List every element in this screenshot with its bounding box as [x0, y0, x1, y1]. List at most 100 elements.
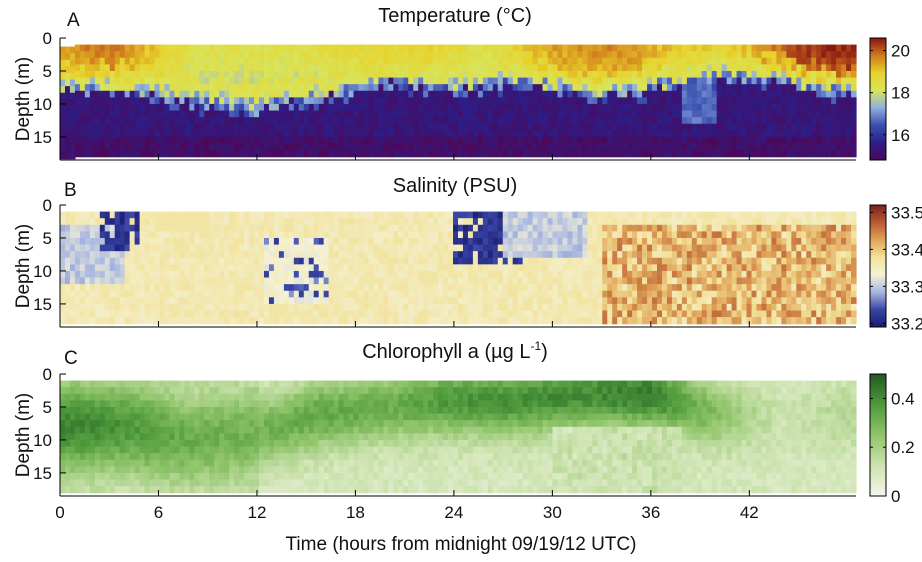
heatmap-cell	[283, 237, 290, 246]
heatmap-cell	[293, 303, 300, 312]
heatmap-cell	[696, 84, 703, 92]
heatmap-cell	[144, 103, 151, 112]
heatmap-cell	[448, 123, 454, 131]
heatmap-cell	[657, 110, 663, 118]
heatmap-cell	[647, 97, 653, 105]
heatmap-cell	[259, 224, 265, 232]
heatmap-cell	[204, 290, 210, 298]
heatmap-cell	[681, 110, 688, 118]
heatmap-cell	[249, 84, 255, 92]
heatmap-cell	[851, 84, 857, 92]
heatmap-cell	[776, 51, 782, 59]
heatmap-cell	[263, 136, 270, 145]
heatmap-cell	[169, 70, 176, 79]
heatmap-cell	[268, 264, 275, 272]
heatmap-cell	[353, 90, 360, 98]
heatmap-cell	[517, 237, 524, 246]
heatmap-cell	[288, 277, 295, 285]
heatmap-cell	[224, 123, 230, 131]
heatmap-cell	[119, 57, 126, 65]
heatmap-cell	[278, 103, 285, 112]
heatmap-cell	[74, 150, 81, 158]
heatmap-cell	[99, 237, 106, 246]
heatmap-cell	[189, 150, 195, 158]
heatmap-cell	[79, 277, 86, 285]
heatmap-cell	[836, 103, 842, 112]
heatmap-cell	[249, 231, 255, 239]
heatmap-cell	[751, 84, 758, 92]
heatmap-cell	[532, 277, 539, 285]
heatmap-cell	[64, 284, 71, 292]
heatmap-cell	[522, 297, 529, 305]
heatmap-cell	[353, 64, 360, 72]
heatmap-cell	[666, 84, 673, 92]
heatmap-cell	[224, 103, 230, 112]
heatmap-cell	[403, 84, 409, 92]
heatmap-cell	[348, 44, 355, 52]
heatmap-cell	[154, 64, 161, 72]
heatmap-cell	[433, 90, 439, 98]
heatmap-cell	[84, 90, 91, 98]
heatmap-cell	[60, 303, 66, 312]
heatmap-cell	[771, 117, 777, 125]
heatmap-cell	[517, 231, 524, 239]
heatmap-cell	[691, 303, 698, 312]
heatmap-cell	[338, 84, 345, 92]
heatmap-cell	[199, 303, 205, 312]
heatmap-cell	[94, 277, 101, 285]
heatmap-cell	[114, 310, 121, 318]
heatmap-cell	[338, 130, 345, 138]
heatmap-cell	[781, 110, 787, 118]
heatmap-cell	[547, 257, 554, 265]
heatmap-cell	[84, 284, 91, 292]
heatmap-cell	[617, 44, 623, 52]
heatmap-cell	[79, 284, 86, 292]
heatmap-cell	[308, 123, 315, 131]
heatmap-cell	[393, 150, 399, 158]
heatmap-cell	[542, 211, 549, 219]
heatmap-cell	[254, 231, 260, 239]
heatmap-cell	[458, 110, 464, 118]
heatmap-cell	[94, 303, 101, 312]
heatmap-cell	[268, 244, 275, 252]
heatmap-cell	[527, 224, 534, 232]
heatmap-cell	[273, 51, 280, 59]
heatmap-cell	[209, 77, 215, 85]
heatmap-cell	[706, 317, 713, 325]
heatmap-cell	[696, 117, 703, 125]
heatmap-cell	[273, 211, 280, 219]
heatmap-cell	[652, 150, 658, 158]
heatmap-cell	[701, 51, 708, 59]
heatmap-cell	[89, 110, 96, 118]
heatmap-cell	[826, 136, 832, 145]
heatmap-cell	[716, 136, 723, 145]
heatmap-cell	[393, 290, 399, 298]
heatmap-cell	[821, 110, 827, 118]
heatmap-cell	[487, 136, 494, 145]
heatmap-cell	[224, 57, 230, 65]
heatmap-cell	[731, 103, 738, 112]
heatmap-cell	[224, 303, 230, 312]
heatmap-cell	[368, 310, 375, 318]
heatmap-cell	[273, 123, 280, 131]
heatmap-cell	[577, 143, 583, 151]
heatmap-cell	[194, 224, 200, 232]
heatmap-cell	[572, 317, 578, 325]
heatmap-cell	[572, 277, 578, 285]
heatmap-cell	[189, 218, 195, 226]
heatmap-cell	[343, 123, 350, 131]
heatmap-cell	[736, 123, 743, 131]
heatmap-cell	[288, 150, 295, 158]
heatmap-cell	[617, 297, 623, 305]
heatmap-cell	[358, 244, 365, 252]
heatmap-cell	[706, 90, 713, 98]
heatmap-cell	[472, 103, 479, 112]
heatmap-cell	[582, 290, 588, 298]
heatmap-cell	[313, 110, 320, 118]
heatmap-cell	[179, 103, 185, 112]
heatmap-cell	[343, 231, 350, 239]
heatmap-cell	[154, 211, 161, 219]
heatmap-cell	[507, 123, 514, 131]
heatmap-cell	[721, 84, 728, 92]
heatmap-cell	[418, 297, 424, 305]
